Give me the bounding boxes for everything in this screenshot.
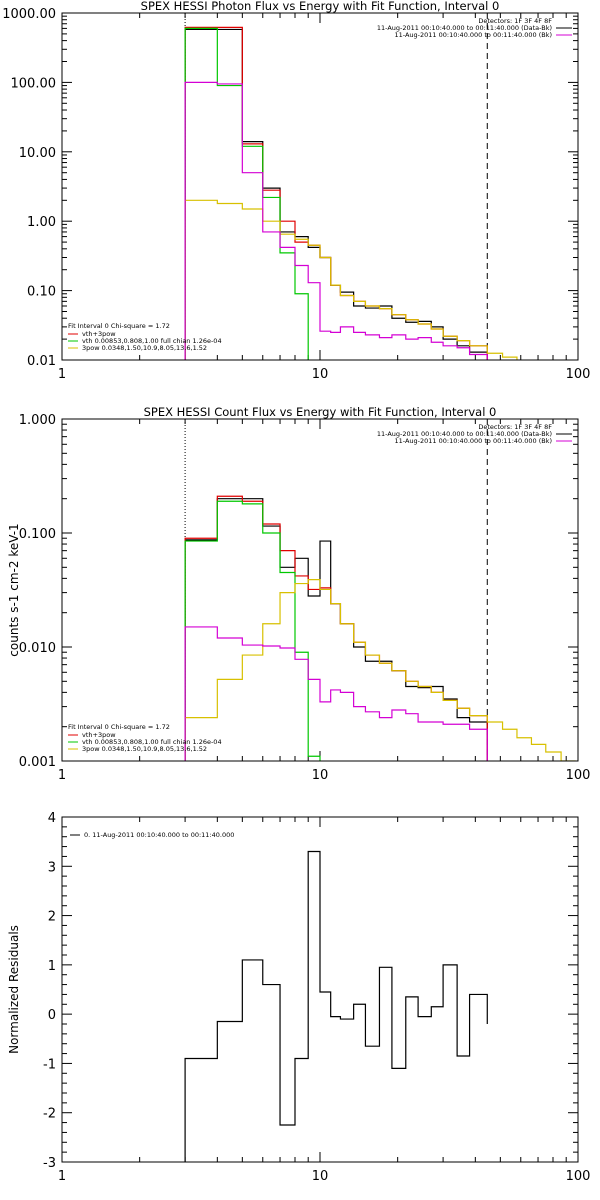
plot-frame [61, 418, 579, 762]
series-line-2 [184, 500, 321, 761]
legend-entry: 11-Aug-2011 00:10:40.000 to 00:11:40.000… [395, 31, 552, 39]
legend-entry: Detectors: 1F 3F 4F 8F [478, 17, 552, 25]
fit-legend-entry: 3pow 0.0348,1.50,10.9,8.05,13.6,1.52 [82, 344, 207, 352]
y-tick-label: 2 [48, 910, 56, 925]
x-tick-label: 10 [312, 367, 329, 382]
y-tick-label: 100.00 [11, 76, 57, 91]
x-tick-label: 10 [312, 1169, 329, 1184]
y-tick-label: -3 [43, 1156, 56, 1171]
series-line-0 [184, 850, 488, 1162]
plot-frame [61, 816, 579, 1163]
chart-title: SPEX HESSI Count Flux vs Energy with Fit… [144, 405, 497, 419]
series-line-1 [184, 495, 488, 761]
x-tick-label: 100 [566, 367, 591, 382]
x-tick-label: 1 [58, 1169, 66, 1184]
fit-legend-title: Fit Interval 0 Chi-square = 1.72 [68, 723, 170, 731]
series-line-2 [184, 27, 321, 360]
y-tick-label: 1000.00 [2, 7, 56, 22]
series-line-4 [184, 626, 488, 761]
fit-legend-entry: vth+3pow [82, 330, 116, 338]
x-tick-label: 1 [58, 367, 66, 382]
fit-legend-entry: vth 0.00853,0.808,1.00 full chian 1.26e-… [82, 337, 222, 345]
y-tick-label: 0.010 [19, 641, 56, 656]
series-group [184, 495, 576, 761]
chart-title: SPEX HESSI Photon Flux vs Energy with Fi… [141, 0, 500, 13]
legend-entry: Detectors: 1F 3F 4F 8F [478, 423, 552, 431]
x-tick-label: 100 [566, 768, 591, 783]
fit-legend-title: Fit Interval 0 Chi-square = 1.72 [68, 322, 170, 330]
series-group [184, 26, 518, 360]
y-tick-label: 0.01 [27, 354, 56, 369]
y-tick-label: 0.001 [19, 755, 56, 770]
fit-legend-entry: vth 0.00853,0.808,1.00 full chian 1.26e-… [82, 738, 222, 746]
y-tick-label: 10.00 [19, 146, 56, 161]
fit-legend-entry: vth+3pow [82, 731, 116, 739]
fit-legend-entry: 3pow 0.0348,1.50,10.9,8.05,13.6,1.52 [82, 745, 207, 753]
y-tick-label: 1.00 [27, 215, 56, 230]
series-line-1 [184, 26, 488, 360]
y-tick-label: 4 [48, 811, 56, 826]
legend-entry: 11-Aug-2011 00:10:40.000 to 00:11:40.000… [377, 430, 552, 438]
series-line-3 [184, 579, 576, 761]
y-tick-label: 0 [48, 1008, 56, 1023]
y-tick-label: 0.100 [19, 527, 56, 542]
chart-panel-0: SPEX HESSI Photon Flux vs Energy with Fi… [2, 0, 590, 382]
x-tick-label: 10 [312, 768, 329, 783]
y-tick-label: 0.10 [27, 285, 56, 300]
y-tick-label: 3 [48, 860, 56, 875]
series-line-4 [184, 81, 488, 360]
y-tick-label: 1 [48, 959, 56, 974]
y-tick-label: 1.000 [19, 413, 56, 428]
x-tick-label: 100 [566, 1169, 591, 1184]
chart-panel-1: SPEX HESSI Count Flux vs Energy with Fit… [7, 405, 590, 783]
legend-entry: 0. 11-Aug-2011 00:10:40.000 to 00:11:40.… [84, 831, 234, 839]
y-tick-label: -2 [43, 1107, 56, 1122]
legend-entry: 11-Aug-2011 00:10:40.000 to 00:11:40.000… [395, 437, 552, 445]
y-axis-label: Normalized Residuals [7, 925, 21, 1054]
y-tick-label: -1 [43, 1057, 56, 1072]
series-line-0 [184, 28, 488, 360]
series-group [184, 850, 488, 1162]
x-tick-label: 1 [58, 768, 66, 783]
plot-frame [61, 12, 579, 361]
y-axis-label: counts s-1 cm-2 keV-1 [7, 523, 21, 656]
series-line-3 [184, 199, 518, 360]
legend-entry: 11-Aug-2011 00:10:40.000 to 00:11:40.000… [377, 24, 552, 32]
